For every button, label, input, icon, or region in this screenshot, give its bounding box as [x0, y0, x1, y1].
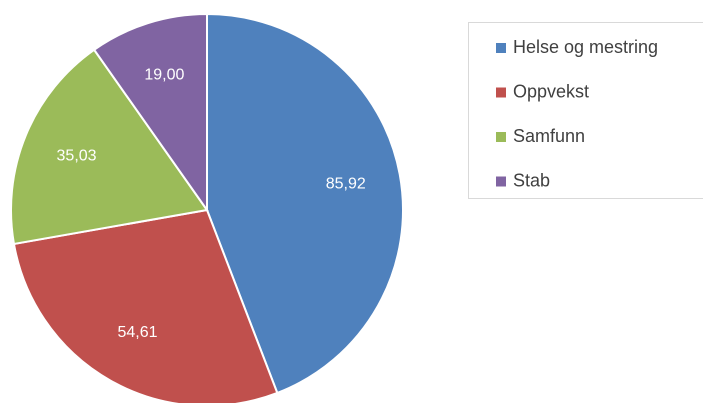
pie-slice	[206, 12, 404, 395]
data-label: 85,92	[326, 175, 366, 192]
legend-label: Samfunn	[513, 126, 585, 146]
legend-swatch	[496, 87, 506, 98]
data-label: 54,61	[117, 324, 157, 341]
legend-swatch	[496, 43, 506, 53]
legend-swatch	[496, 132, 506, 142]
legend-label: Helse og mestring	[513, 37, 658, 57]
legend-box	[468, 22, 703, 199]
pie-slice	[92, 12, 208, 214]
data-label: 19,00	[144, 67, 184, 84]
pie-slice	[10, 48, 209, 246]
data-label: 35,03	[57, 147, 97, 164]
legend-label: Oppvekst	[513, 81, 589, 101]
legend-label: Stab	[513, 170, 550, 190]
pie-slice	[12, 208, 279, 403]
legend-swatch	[496, 176, 506, 187]
